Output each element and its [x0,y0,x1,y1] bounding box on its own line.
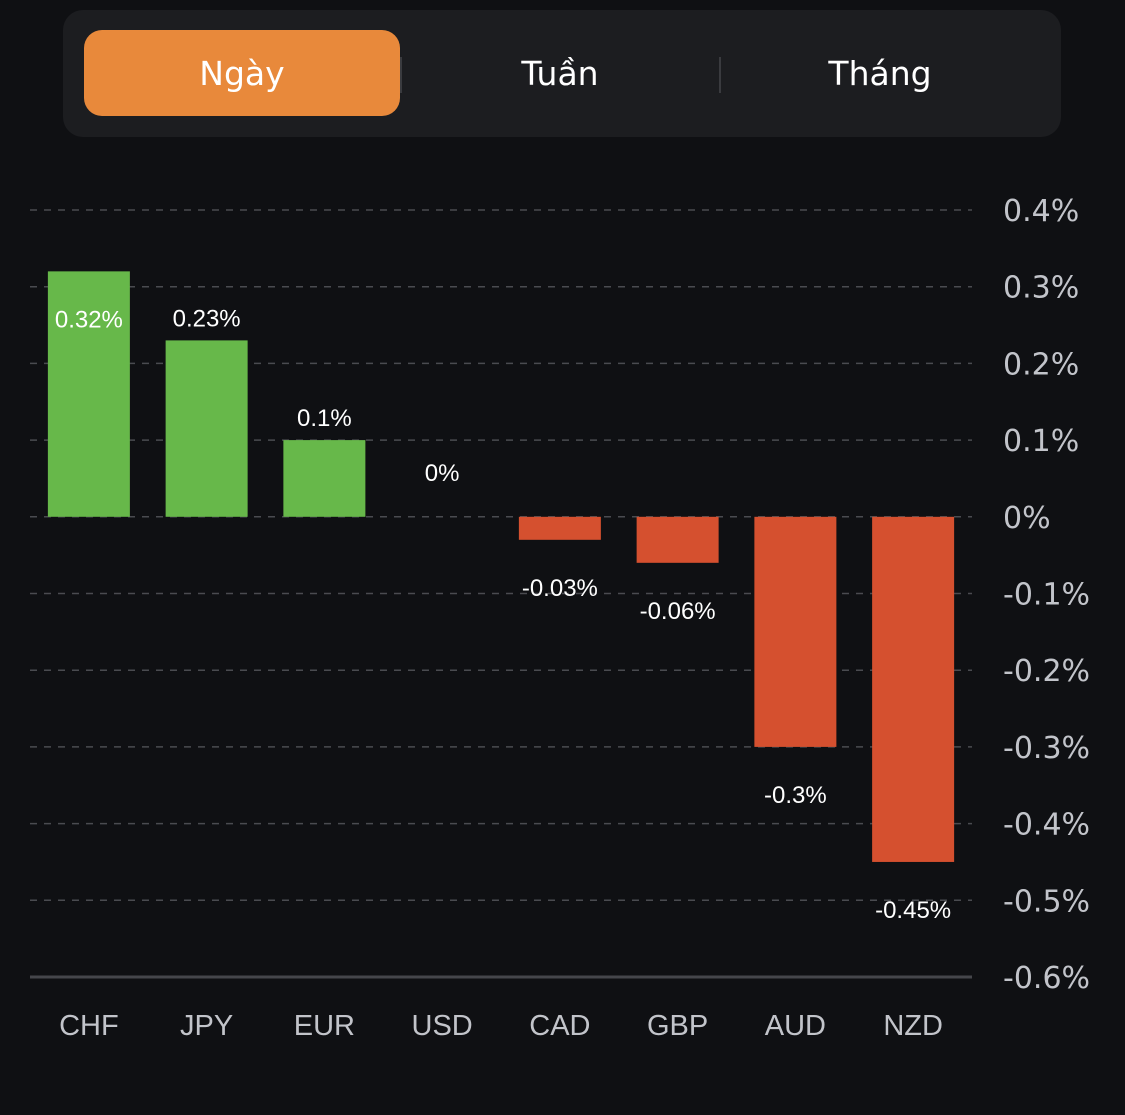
bar-eur [283,440,366,517]
y-tick-label: -0.3% [1003,731,1090,766]
bar-aud [754,516,837,747]
data-label: -0.03% [522,575,598,602]
y-tick-label: 0.2% [1003,347,1079,382]
y-tick-label: 0.1% [1003,424,1079,459]
data-label: 0.32% [55,306,123,333]
category-label: GBP [647,1010,708,1042]
bar-jpy [165,340,248,517]
y-tick-label: -0.6% [1003,961,1090,996]
period-segmented-control: Ngày Tuần Tháng [63,10,1061,137]
bar-gbp [636,516,719,563]
tab-month[interactable]: Tháng [828,53,932,93]
category-label: CAD [529,1010,590,1042]
data-label: 0% [425,460,460,487]
bar-nzd [872,516,955,862]
y-tick-label: 0% [1003,501,1051,536]
tab-day[interactable]: Ngày [84,30,400,116]
y-tick-label: 0.3% [1003,271,1079,306]
y-tick-label: -0.5% [1003,884,1090,919]
bar-cad [518,516,601,540]
data-label: 0.23% [173,305,241,332]
category-label: CHF [59,1010,119,1042]
data-label: 0.1% [297,405,352,432]
y-tick-label: -0.4% [1003,808,1090,843]
tab-divider [400,57,402,93]
data-label: -0.3% [764,782,827,809]
data-label: -0.06% [640,598,716,625]
tab-divider [719,57,721,93]
tab-week[interactable]: Tuần [521,53,599,93]
category-label: AUD [765,1010,826,1042]
bar-chf [47,271,130,517]
category-label: USD [412,1010,473,1042]
y-tick-label: -0.1% [1003,578,1090,613]
category-label: JPY [180,1010,233,1042]
category-label: EUR [294,1010,355,1042]
y-tick-label: -0.2% [1003,654,1090,689]
category-label: NZD [883,1010,943,1042]
y-tick-label: 0.4% [1003,194,1079,229]
data-label: -0.45% [875,897,951,924]
